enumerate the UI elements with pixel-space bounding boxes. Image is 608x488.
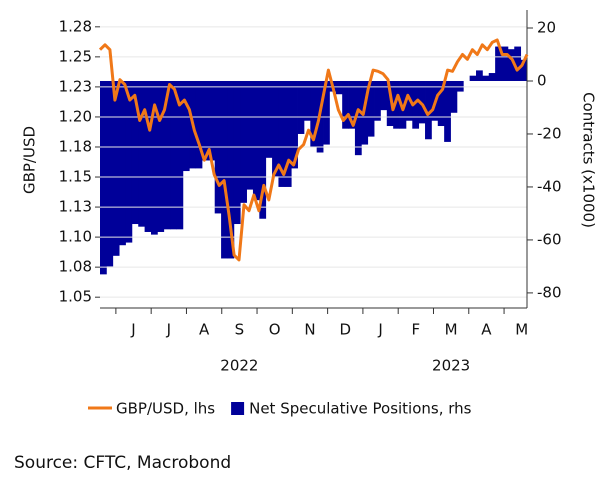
bar bbox=[253, 81, 260, 200]
bar bbox=[125, 81, 132, 243]
bar bbox=[157, 81, 164, 232]
y2-tick-label: -80 bbox=[537, 283, 562, 301]
bar bbox=[380, 81, 387, 110]
legend-swatch bbox=[231, 402, 244, 415]
y-tick-label: 1.15 bbox=[59, 168, 92, 186]
y2-tick-label: -40 bbox=[537, 177, 562, 195]
bar bbox=[234, 81, 241, 224]
bar bbox=[336, 81, 343, 94]
y-tick-label: 1.10 bbox=[59, 228, 92, 246]
bar bbox=[138, 81, 145, 227]
y2-axis-label: Contracts (x1000) bbox=[580, 92, 598, 228]
bar bbox=[444, 81, 451, 142]
x-tick-label: A bbox=[481, 321, 492, 339]
legend-label: GBP/USD, lhs bbox=[116, 400, 215, 418]
bar bbox=[272, 81, 279, 176]
bar bbox=[247, 81, 254, 190]
bar bbox=[221, 81, 228, 258]
bar bbox=[240, 81, 247, 203]
bar bbox=[119, 81, 126, 245]
y-tick-label: 1.05 bbox=[59, 288, 92, 306]
bar bbox=[266, 81, 273, 158]
x-tick-label: J bbox=[166, 321, 171, 339]
y2-tick-label: 20 bbox=[537, 19, 556, 37]
x-tick-label: J bbox=[130, 321, 135, 339]
bar bbox=[482, 76, 489, 81]
x-tick-label: M bbox=[445, 321, 458, 339]
x-tick-label: A bbox=[199, 321, 210, 339]
y2-tick-label: -60 bbox=[537, 230, 562, 248]
bar bbox=[145, 81, 152, 232]
bar bbox=[100, 81, 107, 274]
y-tick-label: 1.23 bbox=[59, 77, 92, 95]
source-note: Source: CFTC, Macrobond bbox=[14, 453, 231, 473]
x-tick-label: F bbox=[412, 321, 421, 339]
x-tick-label: M bbox=[515, 321, 528, 339]
bar bbox=[298, 81, 305, 134]
y-tick-label: 1.20 bbox=[59, 107, 92, 125]
x-tick-label: J bbox=[377, 321, 382, 339]
bar bbox=[183, 81, 190, 171]
bar bbox=[451, 81, 458, 113]
y-tick-label: 1.25 bbox=[59, 47, 92, 65]
x-tick-label: S bbox=[235, 321, 245, 339]
bar bbox=[113, 81, 120, 256]
bar bbox=[476, 70, 483, 81]
y-tick-label: 1.28 bbox=[59, 17, 92, 35]
y-tick-label: 1.13 bbox=[59, 198, 92, 216]
y2-tick-label: -20 bbox=[537, 124, 562, 142]
x-tick-label: N bbox=[304, 321, 315, 339]
x-tick-label: O bbox=[269, 321, 281, 339]
y-axis-label: GBP/USD bbox=[21, 126, 39, 194]
y-tick-label: 1.18 bbox=[59, 137, 92, 155]
bar bbox=[470, 76, 477, 81]
bar bbox=[489, 73, 496, 81]
y2-tick-label: 0 bbox=[537, 71, 547, 89]
y-tick-label: 1.08 bbox=[59, 258, 92, 276]
bar bbox=[202, 81, 209, 160]
legend-label: Net Speculative Positions, rhs bbox=[249, 400, 472, 418]
x-group-label: 2023 bbox=[432, 357, 470, 375]
bar bbox=[457, 81, 464, 92]
x-tick-label: D bbox=[339, 321, 351, 339]
bar bbox=[106, 81, 113, 266]
x-group-label: 2022 bbox=[220, 357, 258, 375]
